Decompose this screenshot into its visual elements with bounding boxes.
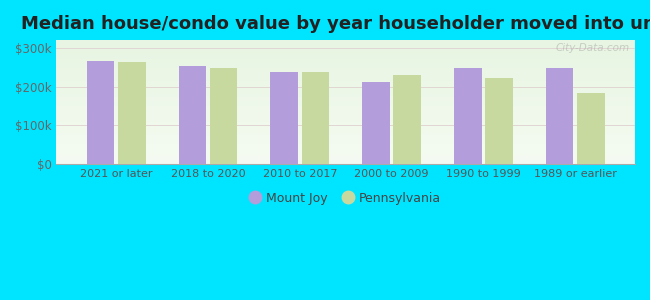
Bar [454, 68, 482, 164]
Title: Median house/condo value by year householder moved into unit: Median house/condo value by year househo… [21, 15, 650, 33]
Bar [118, 62, 146, 164]
Bar [393, 75, 421, 164]
Bar [362, 82, 390, 164]
Bar [546, 68, 573, 164]
Bar [486, 78, 513, 164]
Bar [87, 61, 114, 164]
Bar [210, 68, 237, 164]
Legend: Mount Joy, Pennsylvania: Mount Joy, Pennsylvania [245, 187, 447, 210]
Bar [270, 72, 298, 164]
Bar [577, 93, 605, 164]
Bar [302, 72, 329, 164]
Bar [179, 67, 206, 164]
Text: City-Data.com: City-Data.com [555, 43, 629, 52]
